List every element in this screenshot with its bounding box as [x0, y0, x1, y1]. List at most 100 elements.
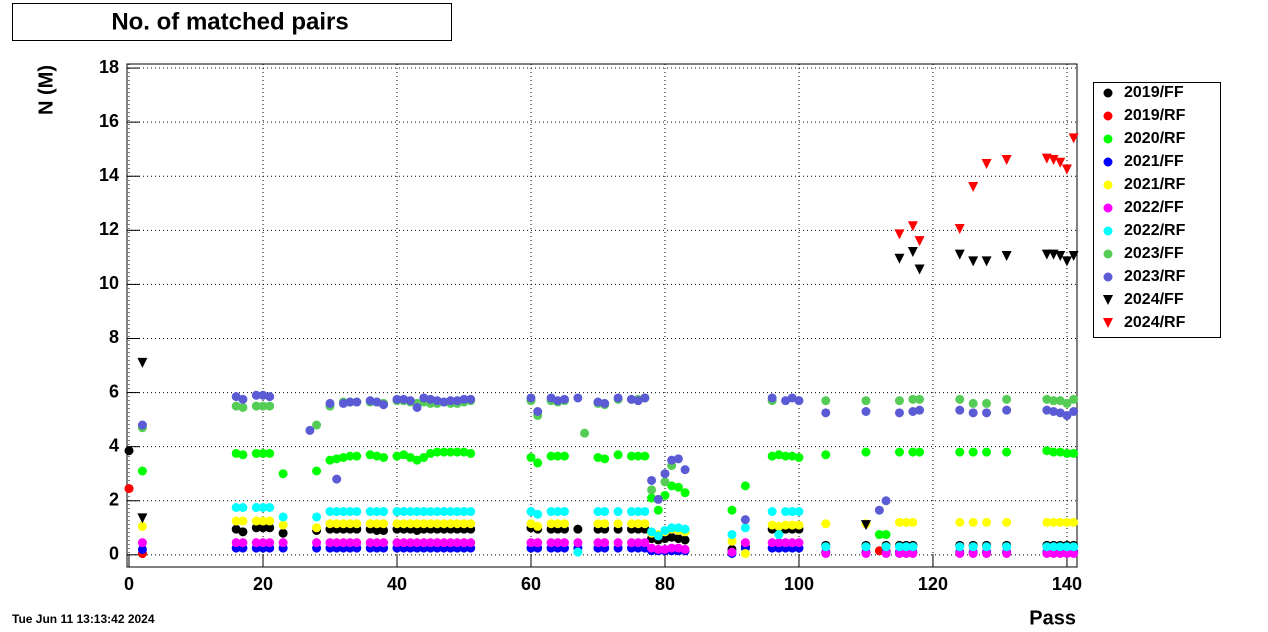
point — [231, 538, 241, 548]
point — [352, 538, 362, 548]
point — [553, 519, 563, 529]
legend-marker — [1103, 226, 1113, 236]
point — [781, 538, 791, 548]
point — [345, 538, 355, 548]
point — [251, 538, 261, 548]
timestamp: Tue Jun 11 13:13:42 2024 — [12, 612, 155, 626]
point — [1042, 394, 1052, 404]
point — [338, 519, 348, 529]
legend-label: 2021/FF — [1124, 153, 1184, 170]
point — [874, 505, 884, 515]
point — [278, 469, 288, 479]
point — [278, 538, 288, 548]
point — [137, 544, 147, 554]
point — [613, 519, 623, 529]
point — [968, 256, 979, 267]
point — [593, 538, 603, 548]
chart-title: No. of matched pairs — [111, 8, 348, 35]
point — [446, 507, 456, 517]
point — [459, 447, 469, 457]
point — [312, 466, 322, 476]
point — [559, 538, 569, 548]
point — [653, 544, 663, 554]
point — [452, 396, 462, 406]
point — [727, 547, 737, 557]
point — [593, 519, 603, 529]
point — [533, 521, 543, 531]
point — [425, 507, 435, 517]
point — [593, 507, 603, 517]
point — [432, 519, 442, 529]
point — [459, 538, 469, 548]
point — [1062, 398, 1072, 408]
point — [533, 458, 543, 468]
point — [352, 397, 362, 407]
legend-label: 2020/RF — [1124, 130, 1186, 147]
point — [667, 481, 677, 491]
point — [1042, 517, 1052, 527]
point — [600, 538, 610, 548]
point — [626, 451, 636, 461]
point — [432, 447, 442, 457]
point — [392, 507, 402, 517]
point — [914, 264, 925, 275]
x-tick-label: 60 — [521, 574, 541, 594]
point — [546, 538, 556, 548]
point — [412, 538, 422, 548]
point — [1042, 548, 1052, 558]
point — [640, 507, 650, 517]
point — [392, 538, 402, 548]
point — [647, 485, 657, 495]
point — [352, 451, 362, 461]
point — [452, 507, 462, 517]
point — [647, 493, 657, 503]
point — [399, 519, 409, 529]
point — [251, 523, 261, 533]
point — [1062, 448, 1072, 458]
point — [968, 548, 978, 558]
point — [1002, 542, 1012, 552]
point — [600, 519, 610, 529]
point — [982, 542, 992, 552]
point — [774, 530, 784, 540]
point — [124, 446, 134, 456]
point — [265, 503, 275, 513]
point — [727, 505, 737, 515]
legend-label: 2022/FF — [1124, 199, 1184, 216]
point — [781, 520, 791, 530]
point — [1062, 542, 1072, 552]
point — [439, 507, 449, 517]
point — [673, 543, 683, 553]
point — [955, 542, 965, 552]
point — [968, 398, 978, 408]
point — [305, 425, 315, 435]
point — [653, 531, 663, 541]
point — [673, 534, 683, 544]
y-axis-label: N (M) — [35, 65, 57, 115]
point — [982, 517, 992, 527]
legend-marker — [1103, 318, 1113, 328]
x-tick-label: 80 — [655, 574, 675, 594]
point — [372, 451, 382, 461]
y-tick-label: 16 — [99, 111, 119, 131]
point — [251, 390, 261, 400]
point — [365, 450, 375, 460]
y-tick-label: 2 — [109, 489, 119, 509]
point — [908, 542, 918, 552]
point — [633, 451, 643, 461]
point — [446, 519, 456, 529]
point — [881, 542, 891, 552]
point — [781, 451, 791, 461]
point — [332, 454, 342, 464]
point — [265, 401, 275, 411]
x-tick-label: 100 — [784, 574, 814, 594]
point — [365, 519, 375, 529]
point — [251, 448, 261, 458]
point — [412, 519, 422, 529]
point — [894, 229, 905, 240]
point — [432, 538, 442, 548]
point — [894, 548, 904, 558]
point — [908, 548, 918, 558]
point — [955, 394, 965, 404]
point — [767, 520, 777, 530]
